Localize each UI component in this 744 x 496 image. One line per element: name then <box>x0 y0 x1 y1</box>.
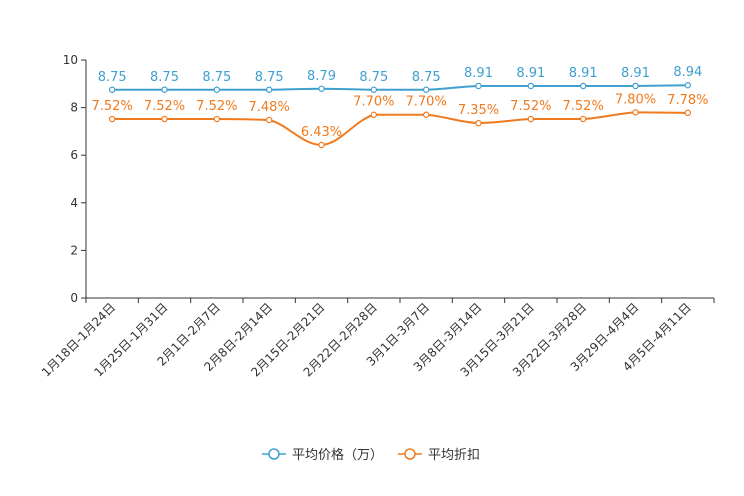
data-point-avg-price <box>265 86 273 93</box>
y-axis: 0 2 4 6 8 10 <box>63 53 87 305</box>
data-point-avg-price <box>527 82 535 90</box>
data-point-avg-discount <box>684 109 692 117</box>
data-label-avg-price: 8.75 <box>150 70 179 85</box>
series-layer <box>108 82 692 149</box>
data-point-avg-price <box>684 82 692 89</box>
data-point-avg-price <box>161 86 168 93</box>
legend-marker-icon <box>404 448 416 460</box>
data-point-avg-price <box>579 82 587 90</box>
data-point-avg-discount <box>108 115 116 123</box>
legend-item-avg-price[interactable]: 平均价格（万） <box>262 447 383 463</box>
data-label-avg-discount: 7.52% <box>92 99 133 114</box>
data-point-avg-price <box>108 86 116 93</box>
data-label-avg-price: 8.91 <box>464 66 493 81</box>
y-tick-label: 2 <box>70 243 78 257</box>
legend[interactable]: 平均价格（万） 平均折扣 <box>262 447 480 463</box>
series-avg-discount <box>108 109 692 149</box>
data-label-avg-price: 8.75 <box>255 70 284 85</box>
y-tick-label: 6 <box>70 148 78 162</box>
data-label-avg-discount: 7.78% <box>667 93 708 108</box>
data-point-avg-price <box>475 82 482 90</box>
legend-label: 平均折扣 <box>428 448 480 463</box>
data-point-avg-discount <box>527 115 535 123</box>
data-label-avg-price: 8.75 <box>359 70 388 85</box>
data-point-avg-discount <box>422 111 430 118</box>
series-avg-price <box>108 82 692 93</box>
data-label-avg-price: 8.79 <box>307 69 336 84</box>
data-label-avg-price: 8.91 <box>621 66 650 81</box>
data-point-avg-discount <box>632 109 639 116</box>
legend-marker-icon <box>268 448 280 460</box>
x-axis: 1月18日-1月24日1月25日-1月31日2月1日-2月7日2月8日-2月14… <box>39 297 715 380</box>
data-label-avg-price: 8.75 <box>412 70 441 85</box>
data-point-avg-discount <box>161 115 168 123</box>
legend-item-avg-discount[interactable]: 平均折扣 <box>398 448 480 463</box>
y-tick-label: 10 <box>63 53 78 67</box>
data-label-avg-discount: 7.52% <box>510 99 551 114</box>
data-point-avg-price <box>422 86 430 93</box>
data-label-avg-discount: 7.35% <box>458 103 499 118</box>
data-point-avg-discount <box>265 116 273 124</box>
y-tick-label: 4 <box>70 196 78 210</box>
data-labels: 8.75 8.75 8.75 8.75 8.79 8.75 8.75 8.91 8.91 8.91… <box>92 65 709 140</box>
data-point-avg-price <box>370 86 378 93</box>
data-point-avg-price <box>318 85 325 92</box>
data-point-avg-price <box>213 86 221 93</box>
y-tick-label: 8 <box>70 101 78 115</box>
data-point-avg-discount <box>370 111 378 118</box>
y-tick-label: 0 <box>70 291 78 305</box>
series-line-avg-discount <box>112 111 688 146</box>
data-label-avg-discount: 7.70% <box>406 95 447 110</box>
data-label-avg-price: 8.75 <box>98 70 127 85</box>
data-label-avg-discount: 7.52% <box>563 99 604 114</box>
data-label-avg-price: 8.94 <box>673 65 702 80</box>
data-label-avg-discount: 7.80% <box>615 92 656 107</box>
data-label-avg-price: 8.75 <box>202 70 231 85</box>
data-label-avg-discount: 7.70% <box>353 95 394 110</box>
data-label-avg-discount: 7.52% <box>144 99 185 114</box>
data-point-avg-discount <box>318 141 325 149</box>
data-point-avg-discount <box>475 119 482 127</box>
data-label-avg-discount: 6.43% <box>301 125 342 140</box>
legend-label: 平均价格（万） <box>292 447 383 463</box>
data-label-avg-discount: 7.48% <box>249 100 290 115</box>
data-point-avg-discount <box>213 115 221 123</box>
series-line-avg-price <box>112 84 688 91</box>
data-label-avg-price: 8.91 <box>516 66 545 81</box>
data-label-avg-price: 8.91 <box>569 66 598 81</box>
data-point-avg-price <box>632 82 639 90</box>
data-label-avg-discount: 7.52% <box>196 99 237 114</box>
data-point-avg-discount <box>579 115 587 123</box>
